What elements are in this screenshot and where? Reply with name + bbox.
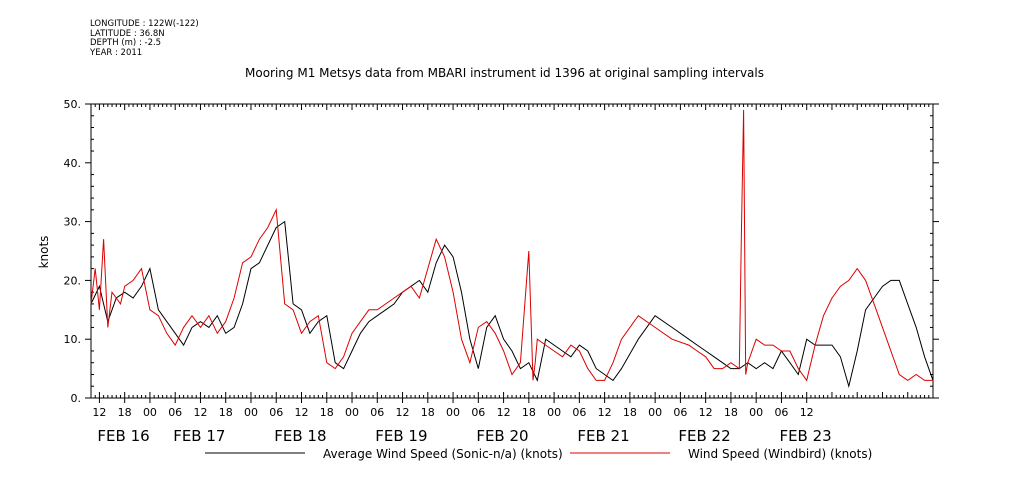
x-date-label: FEB 20 xyxy=(476,427,528,445)
x-tick-label: 12 xyxy=(699,406,713,419)
x-tick-label: 12 xyxy=(295,406,309,419)
y-axis: 0. 10. 20. 30. 40. 50. xyxy=(64,98,939,405)
x-tick-label: 18 xyxy=(118,406,132,419)
x-date-label: FEB 22 xyxy=(678,427,730,445)
x-tick-label: 12 xyxy=(396,406,410,419)
x-tick-label: 18 xyxy=(219,406,233,419)
x-date-label: FEB 18 xyxy=(274,427,326,445)
y-tick-label: 0. xyxy=(71,392,82,405)
x-date-label: FEB 17 xyxy=(173,427,225,445)
y-axis-label: knots xyxy=(37,236,51,269)
y-tick-label: 30. xyxy=(64,216,82,229)
depth-text: DEPTH (m) : -2.5 xyxy=(90,38,162,48)
year-text: YEAR : 2011 xyxy=(90,47,143,58)
x-tick-label: 00 xyxy=(547,406,561,419)
x-tick-label: 12 xyxy=(800,406,814,419)
x-date-label: FEB 23 xyxy=(779,427,831,445)
x-tick-label: 00 xyxy=(244,406,258,419)
plot-frame xyxy=(90,103,934,399)
x-date-label: FEB 16 xyxy=(97,427,149,445)
latitude-text: LATITUDE : 36.8N xyxy=(90,28,165,39)
x-date-label: FEB 21 xyxy=(577,427,629,445)
x-tick-label: 12 xyxy=(193,406,207,419)
series-line-average xyxy=(90,220,934,389)
y-tick-label: 10. xyxy=(64,333,82,346)
x-tick-label: 00 xyxy=(749,406,763,419)
legend-label-average: Average Wind Speed (Sonic-n/a) (knots) xyxy=(323,447,563,461)
metadata-block: LONGITUDE : 122W(-122) LATITUDE : 36.8N … xyxy=(90,19,199,58)
x-axis: 12 18 00 06 12 18 00 06 12 18 00 06 12 18 00 06 12 18 00 06… xyxy=(90,104,934,445)
chart-title: Mooring M1 Metsys data from MBARI instru… xyxy=(245,66,764,80)
x-tick-label: 18 xyxy=(724,406,738,419)
series-group xyxy=(90,109,934,389)
x-tick-label: 12 xyxy=(92,406,106,419)
x-tick-label: 18 xyxy=(522,406,536,419)
x-tick-label: 18 xyxy=(421,406,435,419)
x-tick-label: 00 xyxy=(648,406,662,419)
legend-label-windbird: Wind Speed (Windbird) (knots) xyxy=(688,447,872,461)
x-tick-label: 06 xyxy=(572,406,586,419)
x-tick-label: 12 xyxy=(598,406,612,419)
x-tick-label: 06 xyxy=(471,406,485,419)
x-tick-label: 12 xyxy=(497,406,511,419)
x-tick-label: 06 xyxy=(370,406,384,419)
x-tick-label: 06 xyxy=(168,406,182,419)
y-tick-label: 40. xyxy=(64,157,82,170)
x-tick-label: 00 xyxy=(446,406,460,419)
y-tick-label: 50. xyxy=(64,98,82,111)
x-tick-label: 18 xyxy=(320,406,334,419)
x-tick-label: 06 xyxy=(673,406,687,419)
x-tick-label: 00 xyxy=(345,406,359,419)
y-tick-label: 20. xyxy=(64,274,82,287)
series-line-windbird xyxy=(90,109,933,382)
x-tick-label: 06 xyxy=(269,406,283,419)
legend: Average Wind Speed (Sonic-n/a) (knots) W… xyxy=(205,447,872,461)
x-tick-label: 00 xyxy=(143,406,157,419)
x-tick-label: 18 xyxy=(623,406,637,419)
x-date-label: FEB 19 xyxy=(375,427,427,445)
x-tick-label: 06 xyxy=(774,406,788,419)
longitude-text: LONGITUDE : 122W(-122) xyxy=(90,19,199,29)
